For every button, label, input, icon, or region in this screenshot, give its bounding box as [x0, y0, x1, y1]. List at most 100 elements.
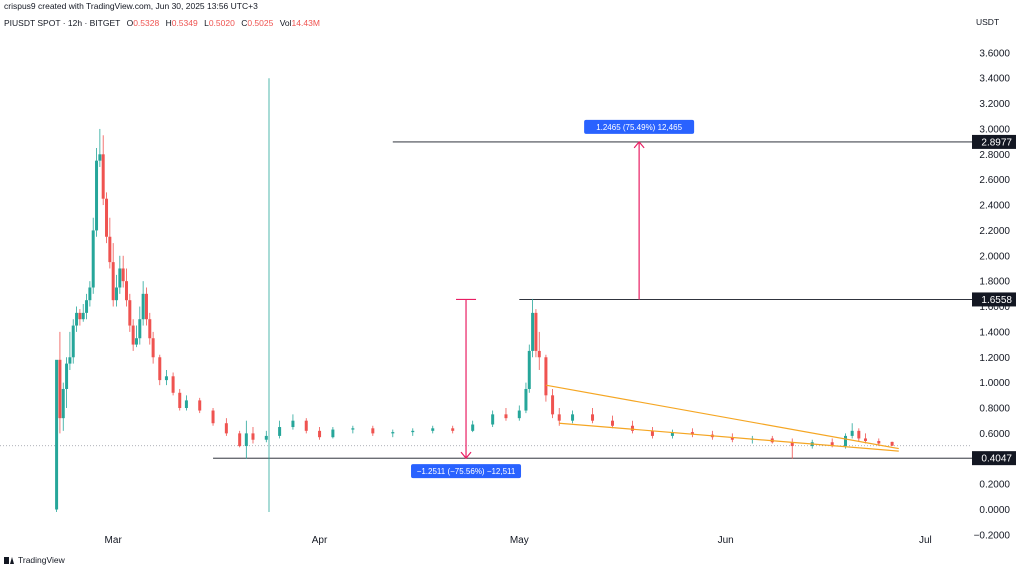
open-value: 0.5328	[133, 18, 160, 28]
candle	[531, 298, 535, 358]
svg-text:1.6558: 1.6558	[981, 295, 1012, 306]
candle	[171, 372, 175, 396]
candle	[144, 287, 148, 326]
candle	[98, 128, 102, 167]
candle	[118, 255, 122, 294]
candle	[291, 414, 295, 430]
candle	[58, 331, 62, 434]
y-tick-label: 2.6000	[979, 175, 1010, 186]
candle	[81, 303, 85, 322]
candle	[61, 382, 65, 431]
candle	[68, 331, 72, 370]
candle	[351, 425, 355, 434]
y-tick-label: 0.8000	[979, 404, 1010, 415]
candle	[534, 309, 538, 358]
x-tick-label: Mar	[105, 535, 123, 546]
price-label-1: 1.6558	[972, 292, 1016, 307]
candle	[164, 369, 168, 386]
y-tick-label: 2.8000	[979, 150, 1010, 161]
svg-text:0.4047: 0.4047	[981, 454, 1012, 465]
wedge-upper-line[interactable]	[545, 384, 899, 450]
candle	[141, 281, 145, 326]
candle	[318, 427, 322, 440]
y-tick-label: 1.6000	[979, 302, 1010, 313]
candle	[95, 147, 99, 237]
candle	[138, 306, 142, 345]
candle	[88, 281, 92, 307]
wedge-lower-line[interactable]	[559, 422, 899, 452]
candle	[304, 418, 308, 434]
x-tick-label: May	[510, 535, 529, 546]
candle	[264, 430, 268, 443]
measure-text-1: −1.2511 (−75.56%) −12,511	[417, 467, 516, 476]
candle	[178, 388, 182, 411]
y-tick-label: 0.0000	[979, 505, 1010, 516]
candle	[517, 405, 521, 421]
candle	[124, 268, 128, 307]
x-tick-label: Jun	[718, 535, 734, 546]
y-tick-label: 1.4000	[979, 327, 1010, 338]
currency-label: USDT	[976, 17, 1000, 27]
candle	[184, 395, 188, 411]
candle	[391, 429, 395, 438]
y-tick-label: 1.2000	[979, 353, 1010, 364]
candle	[238, 430, 242, 448]
candle	[790, 438, 794, 459]
candle	[857, 428, 861, 441]
ohlc-legend: PIUSDT SPOT · 12h · BITGET O0.5328 H0.53…	[4, 18, 320, 28]
candle	[527, 344, 531, 393]
candle	[134, 325, 138, 348]
candle	[278, 420, 282, 439]
measure-label-1: −1.2511 (−75.56%) −12,511	[411, 464, 522, 479]
y-tick-label: 0.6000	[979, 429, 1010, 440]
candle	[650, 427, 654, 439]
y-tick-label: 3.2000	[979, 99, 1010, 110]
low-label: L	[204, 18, 209, 28]
candle	[551, 388, 555, 419]
measure-tool-0[interactable]: 1.2465 (75.49%) 12,465	[584, 119, 695, 300]
measure-text-0: 1.2465 (75.49%) 12,465	[596, 123, 682, 132]
candle	[65, 357, 69, 409]
candle	[198, 397, 202, 414]
candle	[101, 135, 105, 206]
y-tick-label: 3.6000	[979, 48, 1010, 59]
candle	[557, 408, 561, 426]
measure-tool-1[interactable]: −1.2511 (−75.56%) −12,511	[411, 298, 522, 479]
candle	[890, 441, 894, 446]
candle	[371, 425, 375, 436]
candle	[690, 428, 694, 438]
candle	[115, 274, 119, 307]
candle	[471, 420, 475, 433]
volume-label: Vol	[279, 18, 292, 28]
y-tick-label: 2.4000	[979, 201, 1010, 212]
candle	[244, 420, 248, 459]
y-tick-label: 2.0000	[979, 251, 1010, 262]
candle	[524, 382, 528, 414]
candle	[224, 418, 228, 436]
candle	[78, 309, 82, 326]
low-value: 0.5020	[208, 18, 235, 28]
y-tick-label: 1.8000	[979, 277, 1010, 288]
candle	[411, 428, 415, 436]
candle	[630, 420, 634, 434]
candle	[85, 293, 89, 320]
candle	[131, 319, 135, 351]
footer-brand-label: TradingView	[18, 555, 65, 565]
y-tick-label: −0.2000	[974, 530, 1011, 541]
volume-value: 14.43M	[291, 18, 320, 28]
y-tick-label: 1.0000	[979, 378, 1010, 389]
x-tick-label: Apr	[312, 535, 328, 546]
footer-brand: TradingView	[4, 555, 65, 565]
candle	[55, 359, 59, 513]
candle	[105, 192, 109, 244]
candle	[71, 319, 75, 364]
candle	[91, 217, 95, 294]
measure-label-0: 1.2465 (75.49%) 12,465	[584, 119, 695, 134]
chart-attribution: crispus9 created with TradingView.com, J…	[4, 1, 258, 11]
x-tick-label: Jul	[919, 535, 932, 546]
candle	[331, 427, 335, 439]
candle	[151, 331, 155, 364]
candle	[451, 425, 455, 434]
open-label: O	[126, 18, 134, 28]
